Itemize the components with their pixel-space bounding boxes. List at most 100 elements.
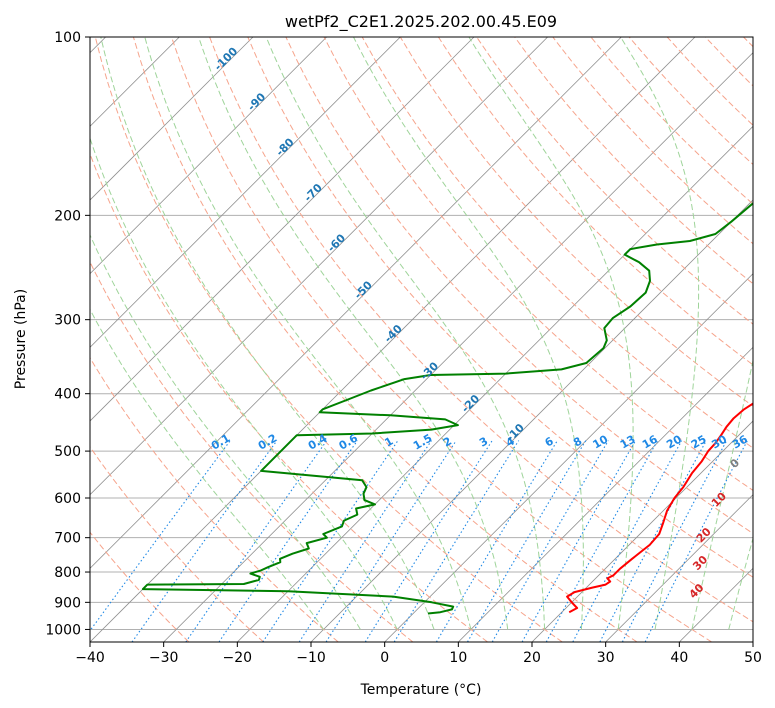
- mixing-ratio-line: [90, 440, 231, 632]
- dry-adiabat-label: -80: [273, 135, 296, 158]
- x-axis: −40 −30 −20 −10 0 10 20 30 40 50: [75, 642, 762, 666]
- mixing-ratio-label: 30: [709, 432, 729, 451]
- dry-adiabat-50: [209, 37, 753, 623]
- x-tick-label: −20: [223, 650, 253, 666]
- y-tick-label: 700: [54, 531, 81, 547]
- x-tick-label: 50: [744, 650, 762, 666]
- isotherm--80: [90, 37, 401, 348]
- isotherm--90: [90, 37, 327, 275]
- plot-frame: [89, 36, 754, 643]
- dry-adiabat-label: -90: [245, 90, 268, 113]
- mixing-ratio-label: 1: [382, 435, 395, 450]
- y-tick-label: 200: [54, 208, 81, 224]
- x-tick-label: 30: [597, 650, 615, 666]
- dry-adiabat-190: [743, 37, 753, 48]
- y-axis: 100 200 300 400 500 600 700 800 900 1000: [45, 30, 90, 638]
- dry-adiabat-label: -60: [325, 231, 348, 254]
- profile-lines: [141, 202, 753, 615]
- mixing-ratio-label: 1.5: [411, 432, 434, 453]
- dry-adiabat--20: [90, 446, 264, 642]
- moist-adiabat-45: [728, 536, 753, 630]
- moist-adiabat-25: [353, 37, 584, 630]
- mixing-ratio-label: 16: [640, 432, 660, 451]
- dry-adiabat-label: -50: [352, 278, 375, 301]
- y-axis-label: Pressure (hPa): [13, 289, 29, 389]
- dry-adiabat-30: [132, 37, 638, 642]
- mixing-ratio-line: [644, 440, 748, 642]
- mixing-ratio-line: [185, 440, 328, 642]
- y-tick-label: 300: [54, 313, 81, 329]
- isotherm-10: [458, 346, 753, 642]
- moist-adiabat-5: [100, 37, 435, 630]
- mixing-ratio-line: [621, 440, 728, 642]
- dry-adiabat-180: [704, 37, 753, 87]
- isotherm--100: [90, 37, 254, 201]
- x-tick-label: −30: [149, 650, 179, 666]
- x-tick-label: 0: [380, 650, 389, 666]
- isotherm--10: [310, 199, 753, 642]
- isotherm--40: [90, 37, 696, 642]
- moist-adiabat-label: 40: [687, 581, 707, 601]
- mixing-ratio-label: 20: [664, 432, 684, 451]
- mixing-ratio-line: [435, 440, 558, 642]
- isotherm--30: [163, 52, 753, 642]
- mixing-ratio-label: 10: [591, 432, 611, 451]
- temperature-profile-line: [566, 402, 753, 614]
- isotherm-40: [679, 567, 753, 642]
- isotherm--60: [90, 37, 548, 496]
- mixing-ratio-line: [325, 440, 457, 642]
- dry-adiabat-90: [361, 37, 753, 449]
- y-tick-label: 1000: [45, 622, 81, 638]
- moist-adiabat-0: [90, 136, 398, 630]
- moist-adiabat-35: [620, 37, 700, 630]
- moist-adiabat-label: 30: [690, 553, 710, 573]
- x-tick-label: 10: [449, 650, 467, 666]
- mixing-ratio-label: 13: [618, 433, 638, 452]
- x-tick-label: 40: [670, 650, 688, 666]
- dry-adiabat--30: [90, 531, 190, 642]
- dry-adiabat-70: [285, 37, 753, 535]
- y-tick-label: 400: [54, 387, 81, 403]
- isotherm-20: [531, 420, 753, 642]
- mixing-ratio-line: [364, 440, 493, 642]
- y-tick-label: 500: [54, 444, 81, 460]
- x-tick-label: 20: [523, 650, 541, 666]
- dry-adiabat-label: -100: [212, 44, 241, 73]
- dry-adiabat-60: [247, 37, 753, 578]
- x-axis-label: Temperature (°C): [360, 682, 482, 698]
- dry-adiabat-130: [514, 37, 753, 285]
- dry-adiabat-140: [552, 37, 753, 245]
- mixing-ratio-line: [262, 440, 399, 642]
- dry-adiabat-0: [90, 260, 414, 642]
- chart-title: wetPf2_C2E1.2025.202.00.45.E09: [285, 12, 557, 32]
- moist-adiabat-label: 10: [709, 490, 729, 510]
- mixing-ratio-line: [131, 440, 278, 642]
- mixing-ratio-line: [491, 440, 609, 642]
- mixing-ratio-line: [218, 440, 358, 642]
- mixing-ratio-line: [521, 440, 637, 642]
- dry-adiabat-20: [94, 37, 563, 642]
- y-tick-label: 100: [54, 30, 81, 46]
- dry-adiabat-label: -70: [302, 181, 325, 204]
- y-tick-label: 900: [54, 595, 81, 611]
- mixing-ratio-label: 3: [477, 435, 490, 450]
- x-tick-label: −10: [296, 650, 326, 666]
- dry-adiabat-100: [399, 37, 753, 407]
- y-tick-label: 800: [54, 565, 81, 581]
- moist-adiabat-10: [144, 37, 472, 630]
- y-tick-label: 600: [54, 491, 81, 507]
- moist-adiabat-label: 0: [728, 456, 743, 471]
- isotherm-0: [384, 273, 753, 642]
- mixing-ratio-line: [393, 440, 520, 642]
- isotherm--20: [237, 125, 753, 642]
- dry-adiabat-40: [171, 37, 712, 642]
- moist-adiabat--5: [90, 233, 361, 630]
- mixing-ratio-line: [467, 440, 587, 642]
- moist-adiabat-20: [265, 37, 546, 630]
- dry-adiabat--10: [90, 356, 339, 642]
- dry-adiabat-label: -20: [459, 392, 482, 415]
- dry-adiabat-170: [666, 37, 753, 126]
- moist-adiabat-40: [691, 358, 753, 630]
- moist-adiabat-15: [198, 37, 509, 630]
